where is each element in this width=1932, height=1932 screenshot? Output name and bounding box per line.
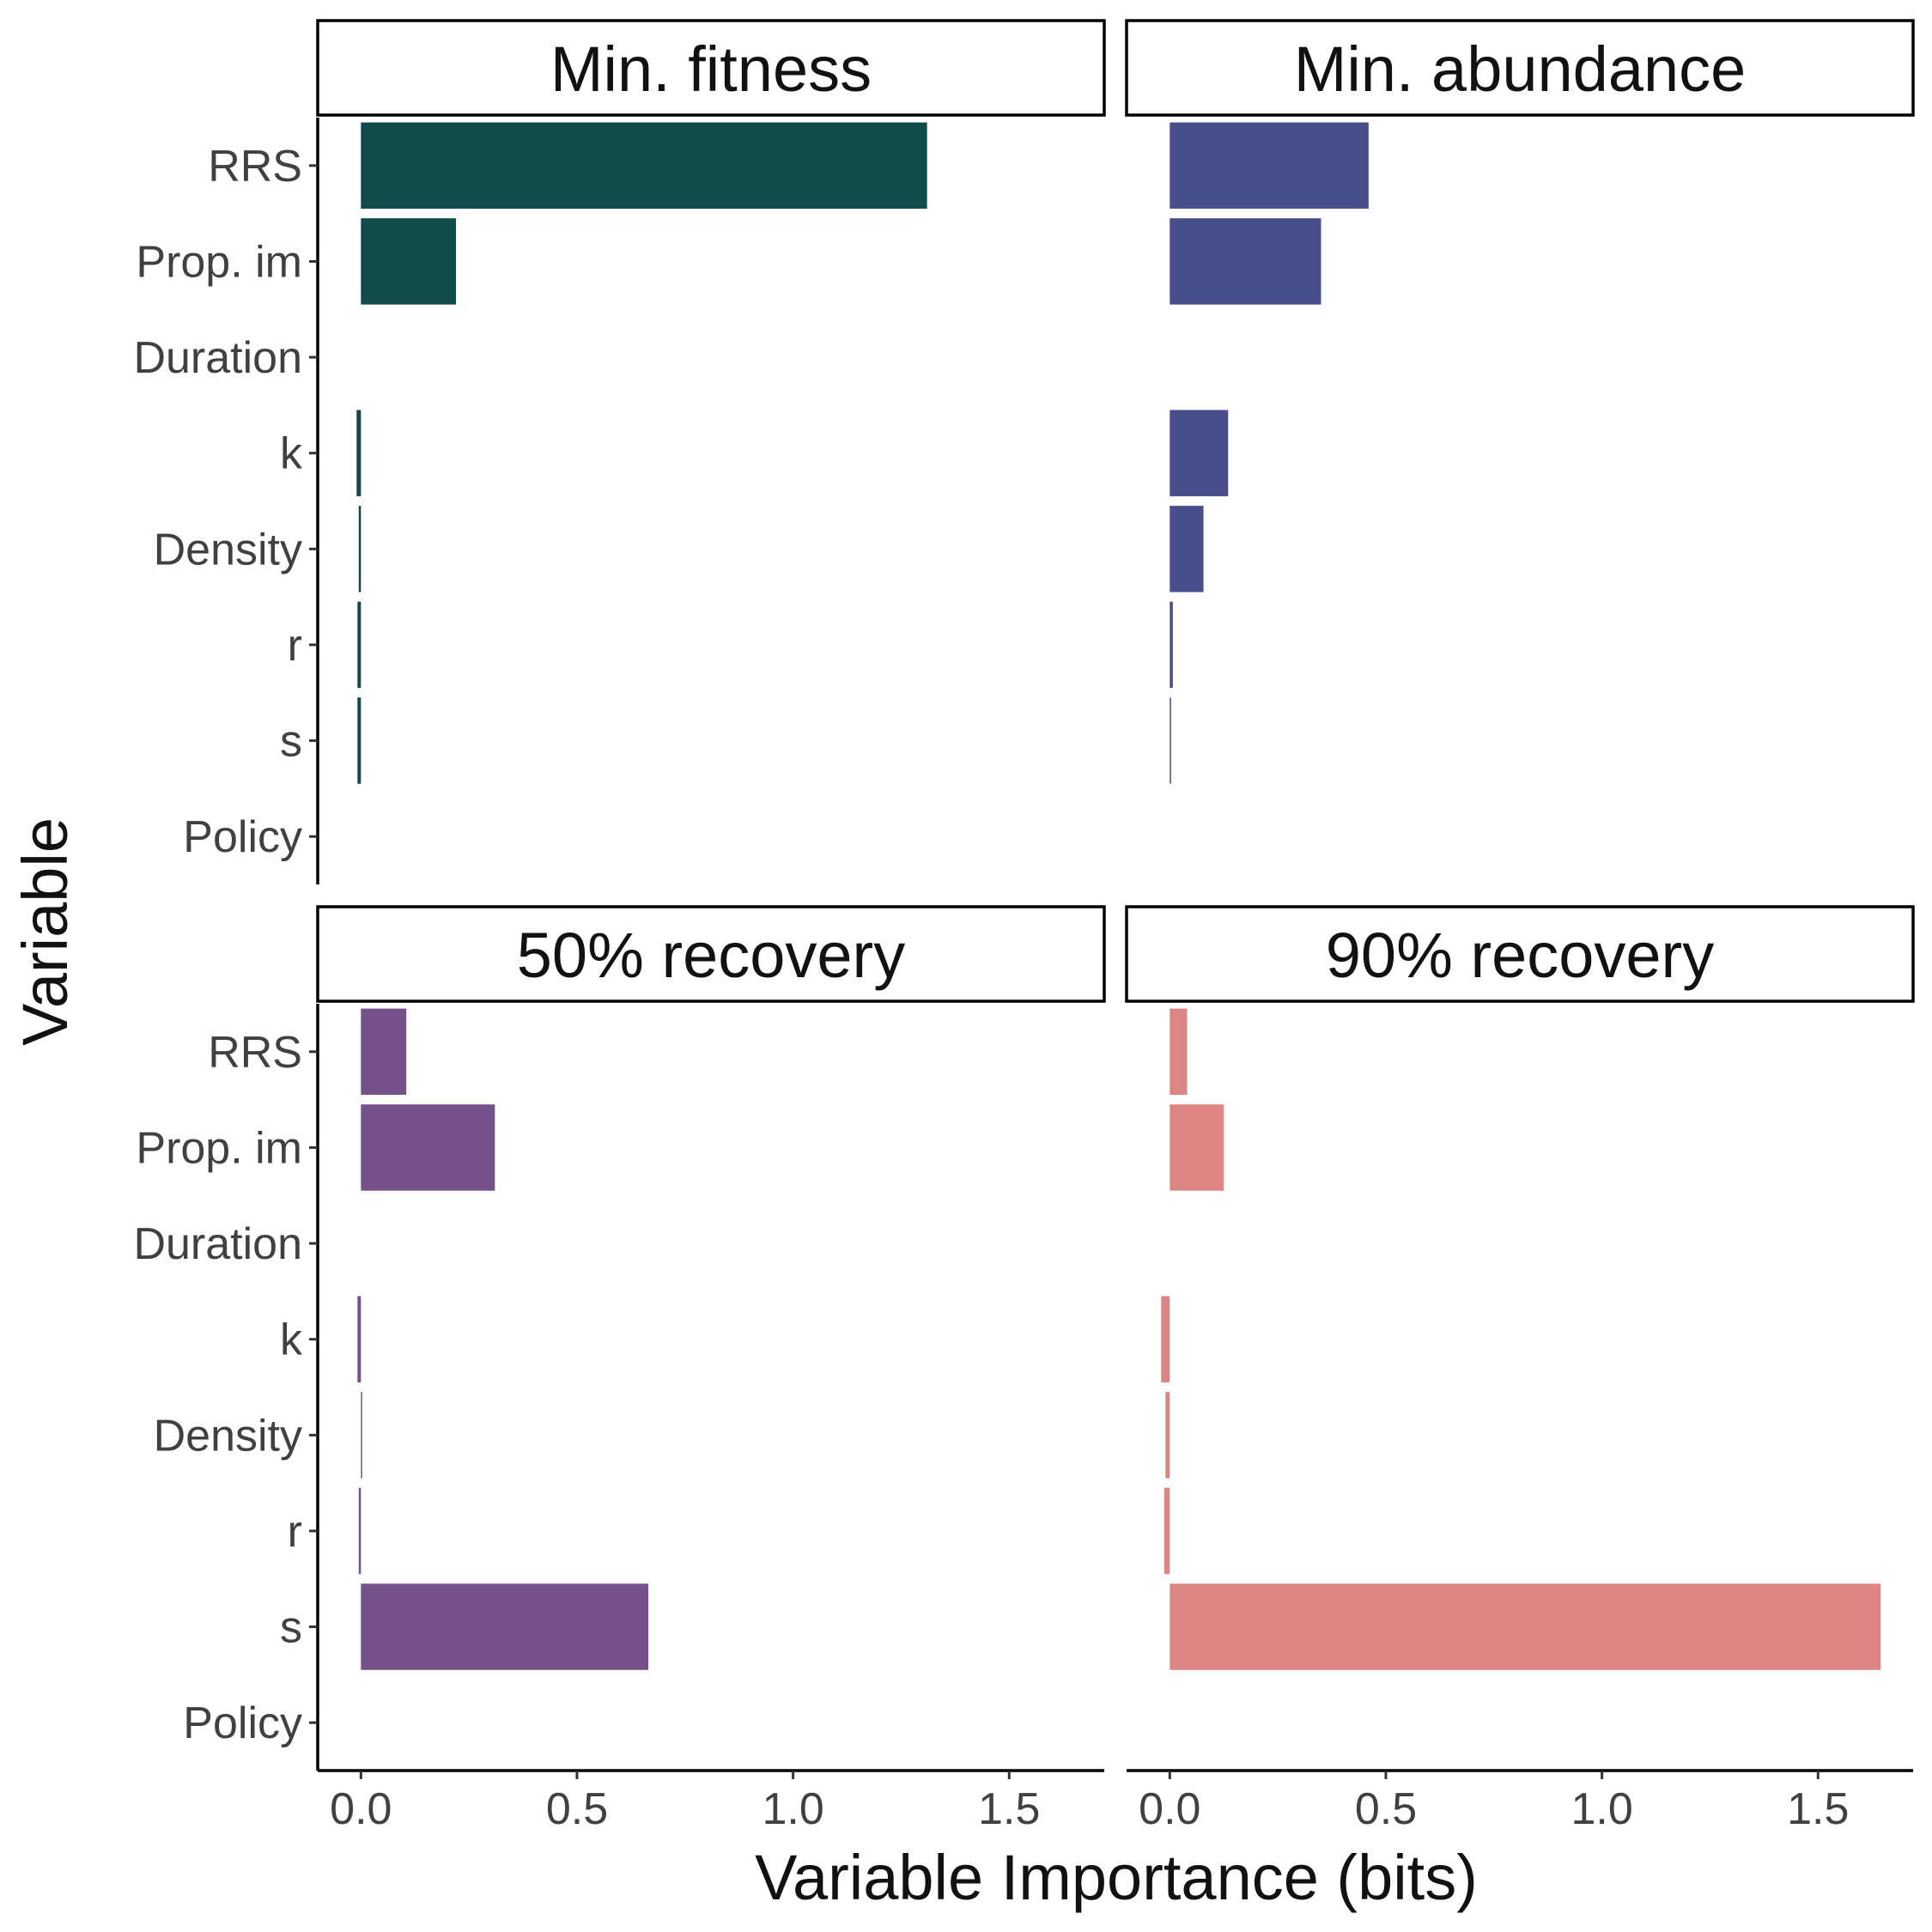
bar-s [361,1583,649,1670]
facet-strip [316,19,1106,117]
x-tick-label: 1.0 [762,1784,823,1834]
bar-s [1170,1583,1881,1670]
panel-3: 50% recovery RRS Prop. im Duration k Density r… [133,905,1106,1834]
y-tick-label: k [280,1315,303,1365]
facet-strip [1125,19,1915,117]
y-tick-label: r [288,1507,302,1557]
bar-density [361,1392,362,1479]
y-tick-label: RRS [208,1028,302,1078]
panels-layer: Min. fitness RRS Prop. im Duration k Density r… [133,19,1915,1834]
y-tick-label: Policy [183,812,302,862]
bar-k [1170,410,1229,496]
y-tick-label: Duration [133,1219,302,1269]
y-tick-label: Density [154,1411,302,1461]
bar-s [357,697,361,784]
bar-prop-im [361,218,457,305]
y-tick-label: s [280,717,302,767]
x-tick-label: 0.5 [1355,1784,1417,1834]
y-tick-label: RRS [208,142,302,191]
y-tick-label: k [280,429,303,479]
x-tick-label: 1.5 [1787,1784,1849,1834]
bar-r [1170,601,1173,689]
bar-k [1161,1296,1170,1382]
y-tick-label: r [288,621,302,671]
facet-title: Min. fitness [550,33,872,105]
y-tick-label: Density [154,525,302,574]
facet-title: 90% recovery [1326,920,1714,991]
bar-density [1165,1392,1170,1479]
x-tick-label: 1.5 [978,1784,1040,1834]
bar-rrs [1170,122,1369,210]
y-tick-label: Duration [133,333,302,383]
x-axis-title: Variable Importance (bits) [755,1842,1478,1913]
y-tick-label: Prop. im [136,237,302,287]
facet-title: Min. abundance [1294,33,1747,105]
facet-title: 50% recovery [517,920,905,991]
bar-k [357,1296,361,1382]
y-axis-title: Variable [9,817,81,1046]
x-tick-label: 0.0 [330,1784,392,1834]
facet-strip [316,905,1106,1003]
panel-4: 90% recovery 0.0 0.5 1.0 1.5 [1125,905,1915,1834]
facet-strip [1125,905,1915,1003]
bar-prop-im [361,1104,495,1191]
bar-k [356,410,361,496]
bar-density [1170,506,1204,592]
y-tick-label: Prop. im [136,1123,302,1173]
bar-density [358,506,361,592]
bar-prop-im [1170,1104,1224,1191]
bar-rrs [361,1008,407,1096]
bar-s [1170,697,1171,784]
bar-r [357,601,361,689]
bar-prop-im [1170,218,1321,305]
bar-rrs [361,122,927,210]
y-tick-label: Policy [183,1698,302,1748]
y-tick-label: s [280,1603,302,1653]
x-tick-label: 0.0 [1139,1784,1200,1834]
bar-r [1163,1487,1170,1575]
x-tick-label: 1.0 [1571,1784,1632,1834]
panel-1: Min. fitness RRS Prop. im Duration k Density r… [133,19,1106,884]
x-tick-label: 0.5 [546,1784,608,1834]
panel-2: Min. abundance [1125,19,1915,784]
bar-r [358,1487,361,1575]
bar-rrs [1170,1008,1188,1096]
